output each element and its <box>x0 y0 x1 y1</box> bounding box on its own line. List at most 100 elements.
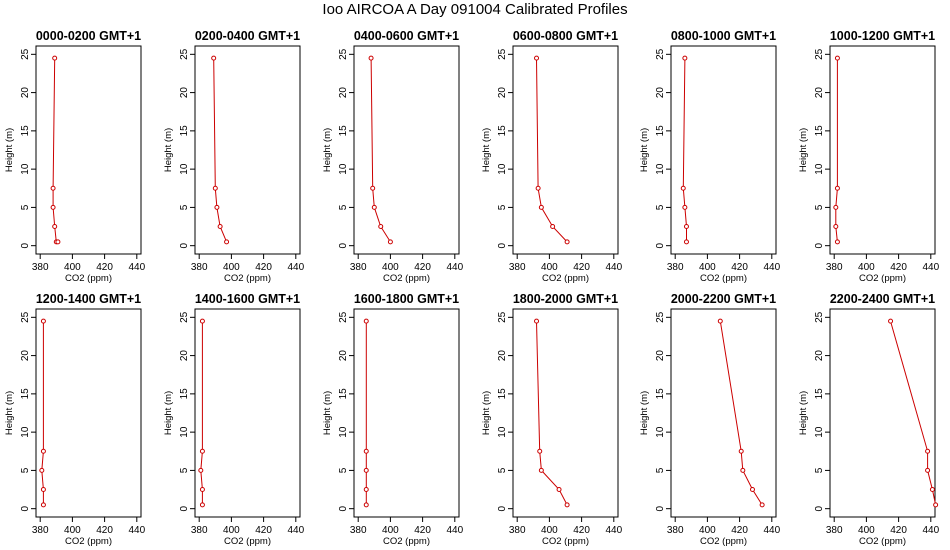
data-point <box>363 502 369 508</box>
data-point <box>40 502 46 508</box>
y-tick-label: 15 <box>655 125 666 137</box>
x-tick-label: 380 <box>350 262 367 273</box>
x-tick-label: 400 <box>541 262 558 273</box>
chart-panel: 1200-1400 GMT+1 0 5 10 15 20 25 380 400 420 440 CO2… <box>4 292 146 547</box>
chart-panel: 0200-0400 GMT+1 0 5 10 15 20 25 380 400 420 440 CO2… <box>163 29 305 284</box>
data-point <box>534 318 540 324</box>
plot-frame <box>829 45 936 255</box>
plot-frame <box>670 45 777 255</box>
data-point <box>211 55 217 61</box>
x-tick-label: 400 <box>223 262 240 273</box>
y-tick-label: 5 <box>814 204 825 210</box>
data-point <box>371 204 377 210</box>
y-tick-label: 20 <box>814 350 825 362</box>
data-point <box>682 55 688 61</box>
y-tick-label: 0 <box>179 505 190 511</box>
x-axis-label: CO2 (ppm) <box>859 536 906 547</box>
data-point <box>40 318 46 324</box>
data-point <box>217 224 223 230</box>
x-tick-label: 400 <box>64 525 81 536</box>
plot-frame <box>829 308 936 518</box>
x-tick-label: 400 <box>858 525 875 536</box>
x-tick-label: 420 <box>96 262 113 273</box>
chart-panel: 0600-0800 GMT+1 0 5 10 15 20 25 380 400 420 440 CO2… <box>481 29 623 284</box>
x-tick-label: 420 <box>731 525 748 536</box>
data-point <box>40 487 46 493</box>
data-point <box>538 467 544 473</box>
y-tick-label: 20 <box>655 350 666 362</box>
y-tick-label: 15 <box>655 388 666 400</box>
x-axis-label: CO2 (ppm) <box>224 536 271 547</box>
x-axis-label: CO2 (ppm) <box>383 536 430 547</box>
y-tick-label: 10 <box>655 426 666 438</box>
y-tick-label: 10 <box>497 426 508 438</box>
data-point <box>759 502 765 508</box>
data-point <box>363 318 369 324</box>
x-tick-label: 400 <box>382 525 399 536</box>
data-point <box>199 318 205 324</box>
data-point <box>833 204 839 210</box>
y-axis-label: Height (m) <box>4 128 15 172</box>
x-tick-label: 420 <box>414 262 431 273</box>
x-tick-label: 380 <box>350 525 367 536</box>
data-point <box>925 448 931 454</box>
data-point <box>50 204 56 210</box>
data-point <box>683 224 689 230</box>
panel-title: 0200-0400 GMT+1 <box>195 29 300 43</box>
y-tick-label: 5 <box>497 467 508 473</box>
chart-panel: 0400-0600 GMT+1 0 5 10 15 20 25 380 400 420 440 CO2… <box>322 29 464 284</box>
plot-frame <box>670 308 777 518</box>
x-tick-label: 380 <box>191 525 208 536</box>
x-tick-label: 440 <box>922 525 939 536</box>
data-point <box>682 204 688 210</box>
y-tick-label: 20 <box>179 350 190 362</box>
data-point <box>534 55 540 61</box>
x-tick-label: 420 <box>573 262 590 273</box>
data-point <box>198 467 204 473</box>
x-axis-label: CO2 (ppm) <box>859 273 906 284</box>
data-point <box>363 448 369 454</box>
data-point <box>833 224 839 230</box>
data-point <box>749 487 755 493</box>
data-point <box>925 467 931 473</box>
data-point <box>556 487 562 493</box>
y-tick-label: 0 <box>655 505 666 511</box>
y-tick-label: 25 <box>655 48 666 60</box>
y-tick-label: 5 <box>655 467 666 473</box>
y-tick-label: 0 <box>179 242 190 248</box>
data-point <box>50 185 56 191</box>
y-tick-label: 0 <box>497 505 508 511</box>
panel-title: 1600-1800 GMT+1 <box>354 292 459 306</box>
y-axis-label: Height (m) <box>798 128 809 172</box>
plot-frame <box>353 45 460 255</box>
chart-panel: 2200-2400 GMT+1 0 5 10 15 20 25 380 400 420 440 CO2… <box>798 292 940 547</box>
profile-line <box>890 320 937 506</box>
y-tick-label: 10 <box>497 163 508 175</box>
panel-title: 1000-1200 GMT+1 <box>830 29 935 43</box>
data-point <box>370 185 376 191</box>
x-axis-label: CO2 (ppm) <box>542 536 589 547</box>
data-point <box>40 448 46 454</box>
x-tick-label: 440 <box>128 262 145 273</box>
y-axis-label: Height (m) <box>4 391 15 435</box>
profile-line <box>835 58 838 242</box>
data-point <box>683 239 689 245</box>
y-tick-label: 5 <box>814 467 825 473</box>
plot-frame <box>35 308 142 518</box>
y-tick-label: 10 <box>179 163 190 175</box>
y-tick-label: 25 <box>814 311 825 323</box>
data-point <box>933 502 939 508</box>
profile-line <box>682 58 687 242</box>
data-point <box>368 55 374 61</box>
y-tick-label: 25 <box>338 48 349 60</box>
x-tick-label: 420 <box>414 525 431 536</box>
figure-title: Ioo AIRCOA A Day 091004 Calibrated Profi… <box>322 1 628 18</box>
data-point <box>740 467 746 473</box>
data-point <box>550 224 556 230</box>
profile-line <box>536 321 568 506</box>
y-tick-label: 5 <box>20 467 31 473</box>
data-point <box>214 204 220 210</box>
data-point <box>378 224 384 230</box>
y-tick-label: 20 <box>655 87 666 99</box>
y-tick-label: 15 <box>814 125 825 137</box>
